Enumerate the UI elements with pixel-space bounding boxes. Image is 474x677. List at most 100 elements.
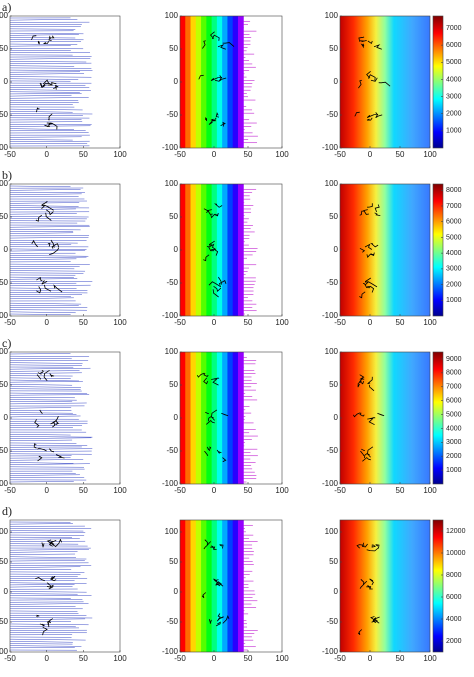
y-tick-label: -50 [326,617,338,626]
panel-drawing [10,522,92,650]
colorbar-tick-label: 1000 [446,297,462,304]
y-tick-label: 100 [325,179,339,188]
pressure-band [185,520,191,652]
flow-line [10,368,90,369]
pressure-band [201,184,207,316]
flow-line [10,298,74,299]
flow-line [10,109,83,110]
y-tick-label: 50 [0,212,9,221]
pressure-band [233,352,239,484]
flow-line [10,209,76,210]
pressure-band [227,16,233,148]
x-tick-label: 50 [396,654,405,663]
flow-line [10,353,71,354]
fracture [32,241,38,247]
colorbar [433,184,443,316]
flow-line [10,226,90,227]
flow-line [10,393,87,394]
pressure-field [340,184,430,316]
flow-line [10,35,79,36]
colorbar-tick-label: 5000 [446,59,462,66]
fracture [36,215,42,221]
x-tick-label: 50 [244,150,253,159]
colorbar-tick-label: 5000 [446,411,462,418]
y-tick-label: 0 [174,413,179,422]
flow-line [10,259,76,260]
fracture [42,202,47,206]
y-tick-label: 50 [0,380,9,389]
x-tick-label: 0 [368,486,373,495]
x-tick-label: 100 [423,486,437,495]
y-tick-label: 100 [325,527,339,536]
y-tick-label: -100 [0,311,9,320]
flow-line [10,90,91,91]
flow-line [10,356,89,357]
y-tick-label: -100 [322,143,339,152]
x-tick-label: 0 [212,654,217,663]
y-tick-label: 50 [329,380,338,389]
flow-line [10,524,73,525]
y-tick-label: -100 [162,647,179,656]
x-tick-label: 100 [423,654,437,663]
flow-line [10,389,81,390]
y-tick-label: -50 [326,278,338,287]
pressure-band [196,352,202,484]
y-tick-label: -50 [166,446,178,455]
x-tick-label: 100 [275,486,289,495]
flow-line [10,58,90,59]
y-tick-label: -100 [322,479,339,488]
fracture [56,455,65,458]
pressure-band [222,184,228,316]
flow-line [10,250,85,251]
flow-line [10,639,86,640]
flow-line [10,365,82,366]
flow-line [10,440,72,441]
flow-line [10,459,83,460]
y-tick-label: 0 [334,245,339,254]
pressure-band [201,352,207,484]
axes-frame [10,184,120,316]
colorbar-tick-label: 10000 [446,550,466,557]
y-tick-label: -50 [0,446,9,455]
flow-line [10,646,81,647]
y-tick-label: -100 [322,647,339,656]
colorbar-tick-label: 4000 [446,425,462,432]
y-tick-label: -100 [0,647,9,656]
fracture [42,543,44,548]
x-tick-label: 100 [113,318,127,327]
flow-line [10,464,90,465]
flow-line [10,416,81,417]
colorbar-tick-label: 2000 [446,281,462,288]
panel-drawing [180,352,258,484]
flow-line [10,44,77,45]
fracture [37,448,46,451]
flow-line [10,551,78,552]
flow-line [10,66,74,67]
flow-line [10,61,86,62]
panel-label: d) [2,504,12,518]
flow-line [10,400,77,401]
colorbar-tick-label: 12000 [446,528,466,535]
flow-line [10,381,83,382]
pressure-band [238,352,244,484]
flow-line [10,475,80,476]
flow-line [10,619,85,620]
fracture [42,84,49,88]
colorbar-tick-label: 2000 [446,453,462,460]
x-tick-label: 50 [244,654,253,663]
panel-drawing [10,18,92,146]
flow-line [10,126,91,127]
colorbar-tick-label: 7000 [446,203,462,210]
fracture [41,370,44,372]
y-tick-label: 0 [174,245,179,254]
y-tick-label: 50 [0,44,9,53]
flow-line [10,214,77,215]
flow-line [10,233,73,234]
flow-line [10,95,72,96]
flow-line [10,77,91,78]
y-tick-label: 0 [4,587,9,596]
panel-drawing [180,520,258,652]
x-tick-label: 100 [275,654,289,663]
y-tick-label: 0 [334,413,339,422]
pressure-band [196,184,202,316]
